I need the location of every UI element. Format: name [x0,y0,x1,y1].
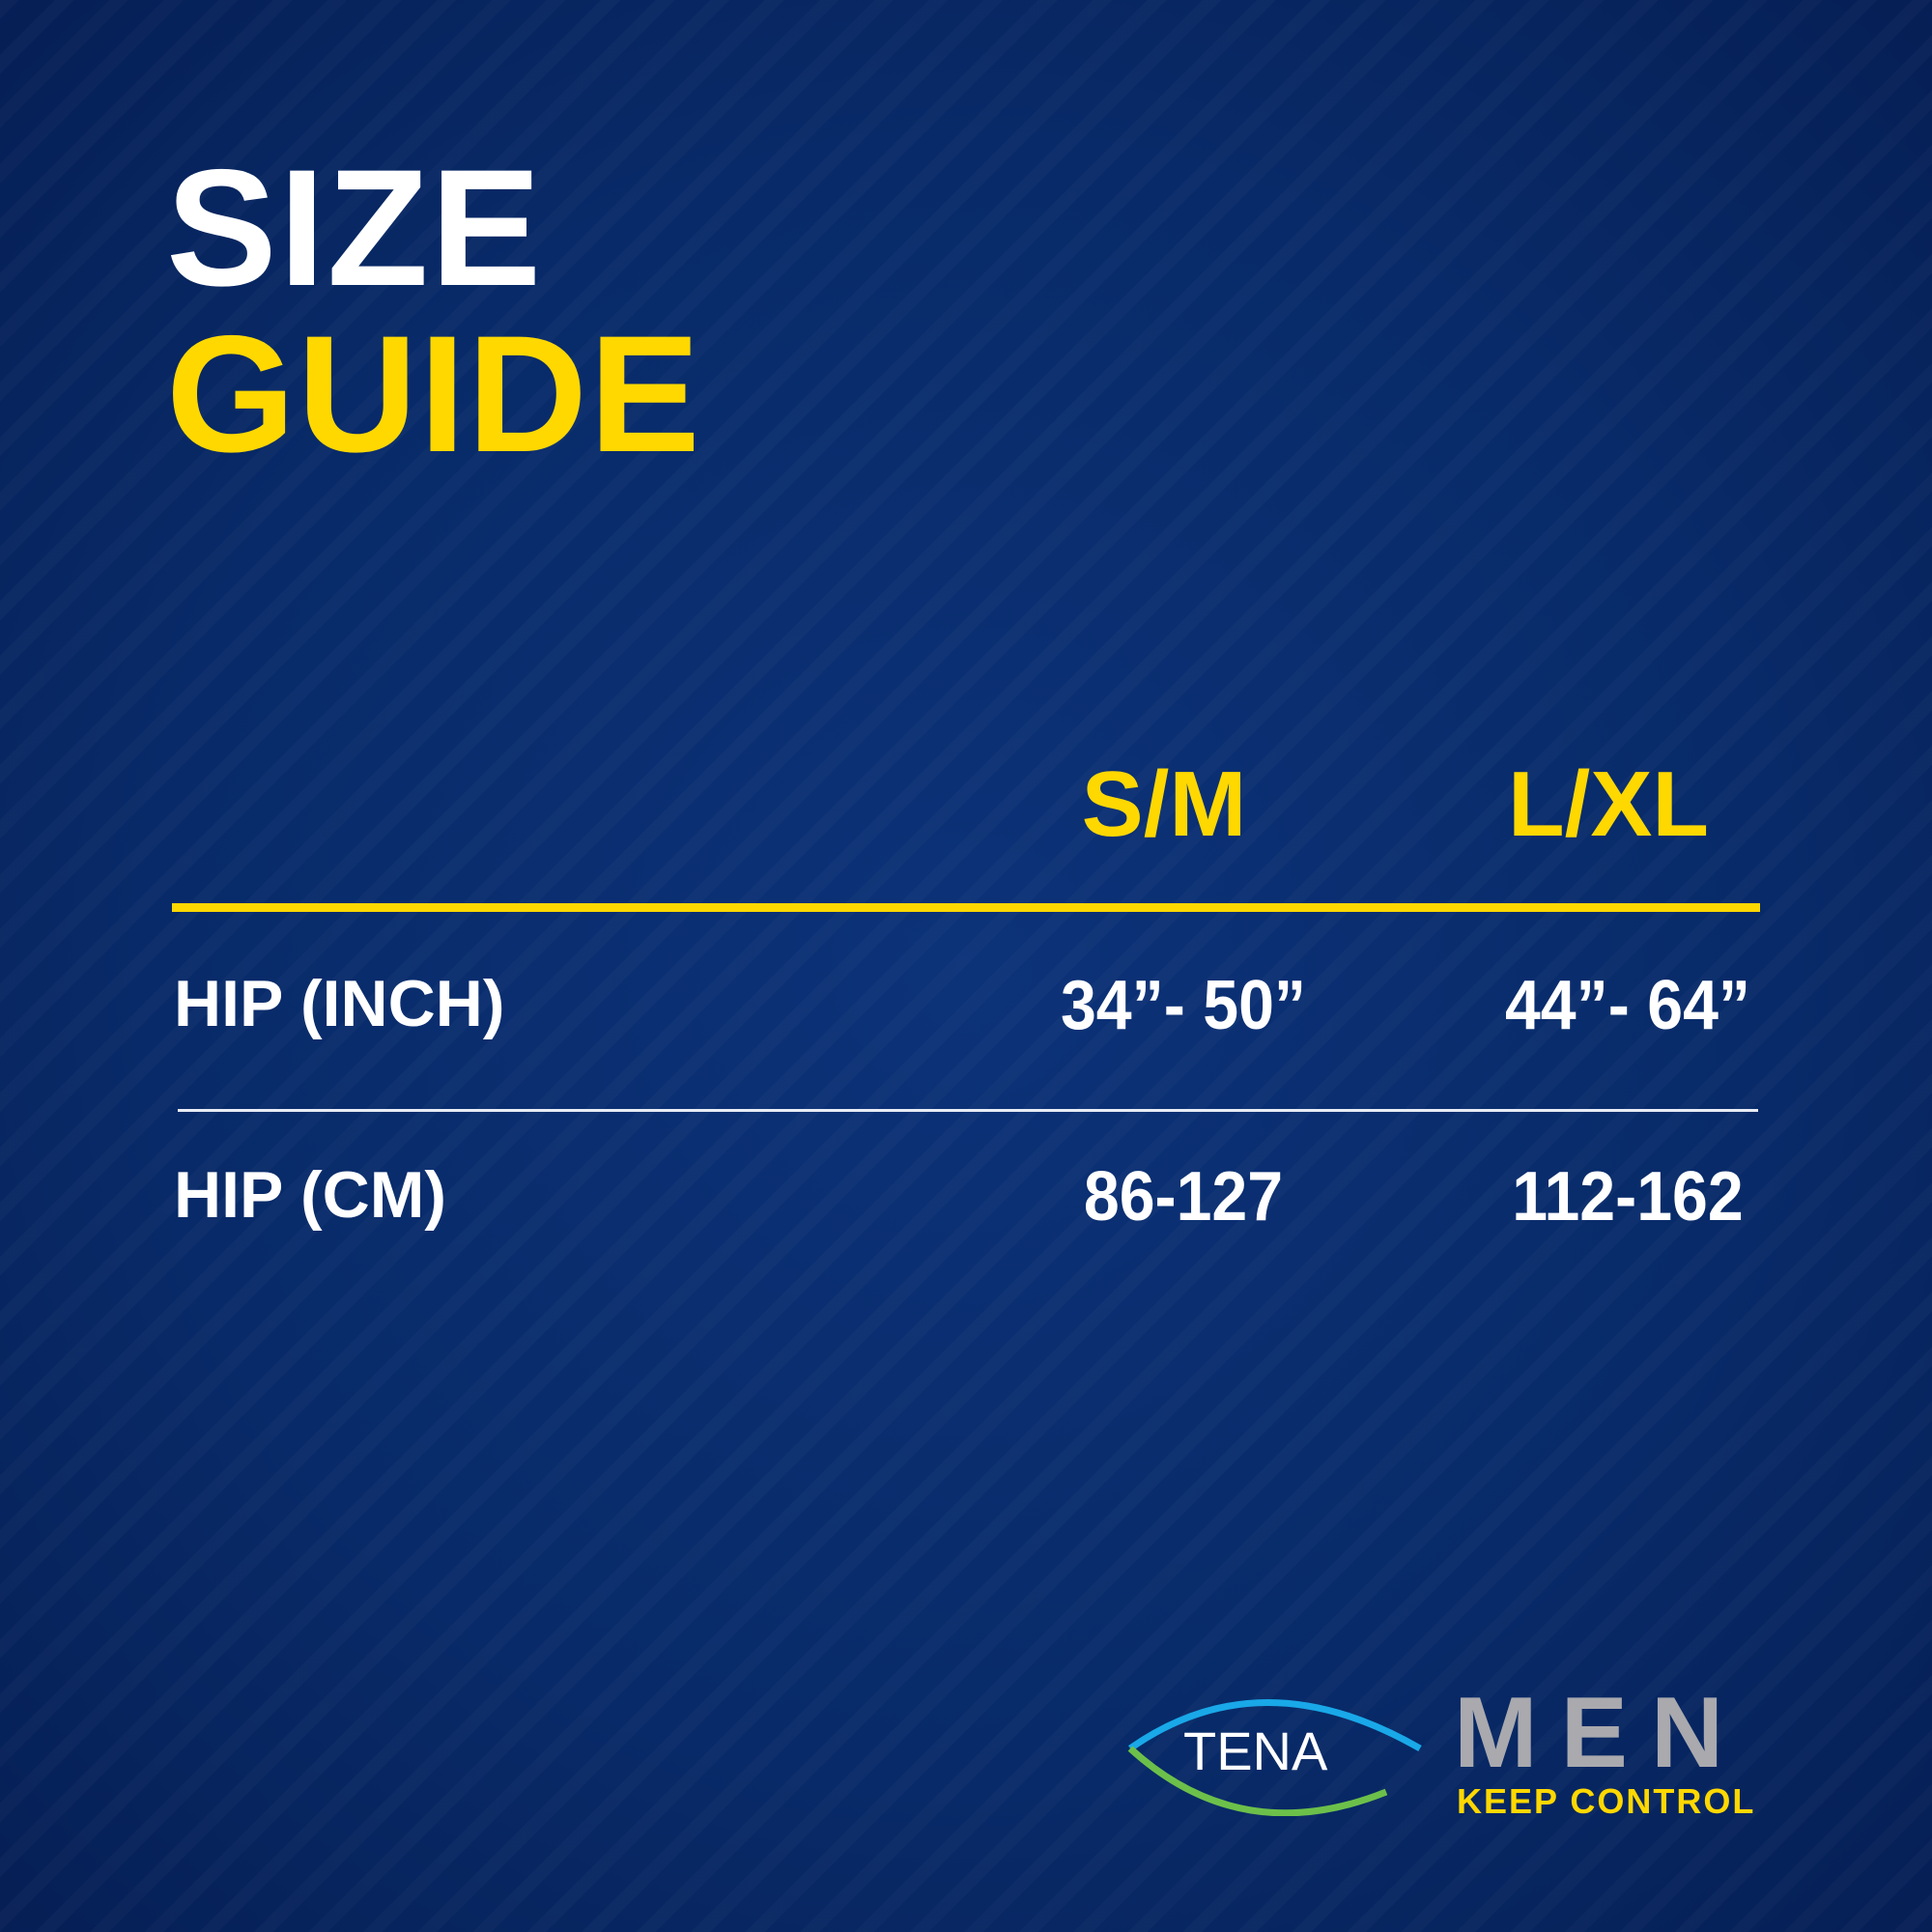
cell-sm-cm: 86-127 [1083,1158,1284,1236]
tena-logo: TENA [1127,1699,1422,1816]
brand-men: MEN [1454,1677,1747,1789]
column-header-sm: S/M [1081,753,1247,856]
logo-green-arc [1127,1746,1388,1816]
logo-blue-arc [1127,1699,1422,1752]
title-guide: GUIDE [166,301,702,487]
row-label-hip-cm: HIP (CM) [174,1158,447,1232]
cell-sm-inch: 34”- 50” [1060,967,1307,1044]
brand-tagline: KEEP CONTROL [1457,1781,1756,1821]
title-size: SIZE [166,135,544,321]
cell-lxl-inch: 44”- 64” [1504,967,1751,1044]
svg-text:TENA: TENA [1183,1720,1328,1781]
row-label-hip-inch: HIP (INCH) [174,967,505,1040]
column-header-lxl: L/XL [1508,753,1709,856]
cell-lxl-cm: 112-162 [1512,1158,1744,1236]
header-divider [172,903,1760,912]
row-divider [178,1109,1758,1112]
